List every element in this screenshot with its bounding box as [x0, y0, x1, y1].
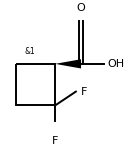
- Text: F: F: [52, 136, 58, 146]
- Text: &1: &1: [25, 47, 36, 56]
- Polygon shape: [55, 59, 81, 68]
- Text: F: F: [81, 87, 87, 97]
- Text: OH: OH: [107, 59, 124, 69]
- Text: O: O: [77, 3, 85, 13]
